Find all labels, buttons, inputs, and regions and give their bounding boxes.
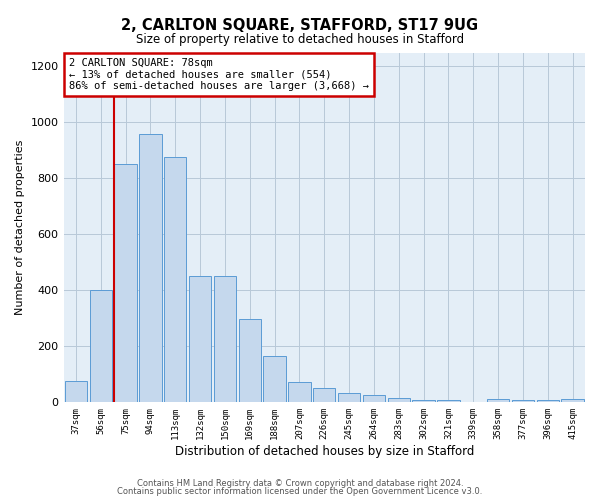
Bar bbox=[214, 276, 236, 402]
Y-axis label: Number of detached properties: Number of detached properties bbox=[15, 140, 25, 315]
Text: Size of property relative to detached houses in Stafford: Size of property relative to detached ho… bbox=[136, 32, 464, 46]
Bar bbox=[487, 399, 509, 402]
Bar bbox=[288, 382, 311, 402]
Bar bbox=[313, 388, 335, 402]
Bar bbox=[388, 398, 410, 402]
Bar bbox=[139, 134, 161, 402]
Bar bbox=[65, 381, 87, 402]
Bar bbox=[263, 356, 286, 402]
X-axis label: Distribution of detached houses by size in Stafford: Distribution of detached houses by size … bbox=[175, 444, 474, 458]
Bar bbox=[363, 395, 385, 402]
Text: 2, CARLTON SQUARE, STAFFORD, ST17 9UG: 2, CARLTON SQUARE, STAFFORD, ST17 9UG bbox=[121, 18, 479, 32]
Bar bbox=[115, 164, 137, 402]
Text: 2 CARLTON SQUARE: 78sqm
← 13% of detached houses are smaller (554)
86% of semi-d: 2 CARLTON SQUARE: 78sqm ← 13% of detache… bbox=[69, 58, 369, 91]
Bar bbox=[189, 276, 211, 402]
Bar bbox=[536, 400, 559, 402]
Bar bbox=[562, 399, 584, 402]
Bar bbox=[512, 400, 534, 402]
Bar bbox=[164, 158, 187, 402]
Bar bbox=[338, 394, 360, 402]
Text: Contains public sector information licensed under the Open Government Licence v3: Contains public sector information licen… bbox=[118, 487, 482, 496]
Bar bbox=[412, 400, 435, 402]
Bar bbox=[89, 290, 112, 402]
Bar bbox=[239, 320, 261, 402]
Text: Contains HM Land Registry data © Crown copyright and database right 2024.: Contains HM Land Registry data © Crown c… bbox=[137, 478, 463, 488]
Bar bbox=[437, 400, 460, 402]
